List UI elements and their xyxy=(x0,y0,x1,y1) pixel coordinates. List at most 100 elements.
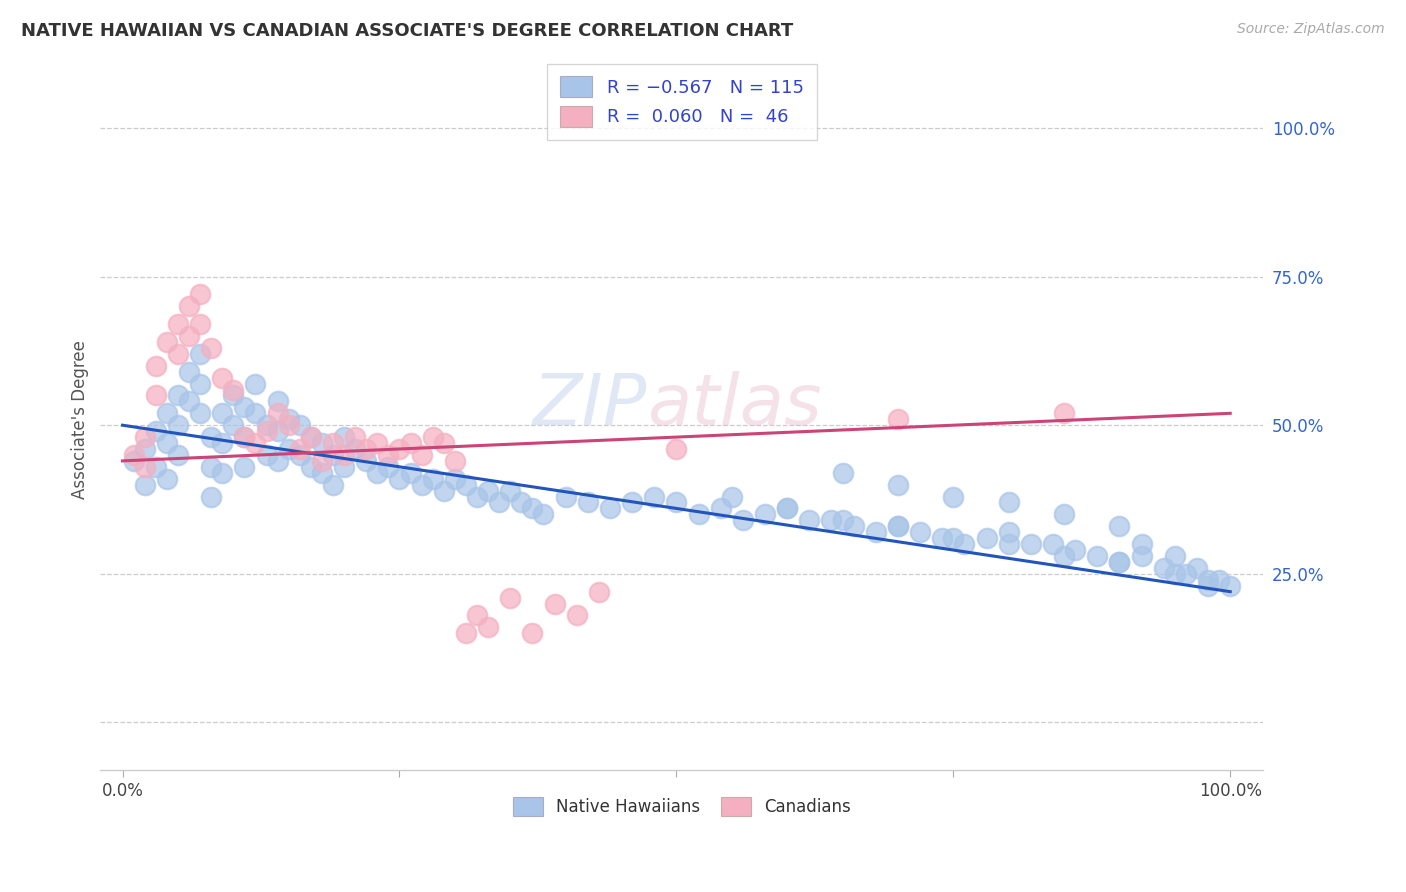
Point xyxy=(344,442,367,456)
Point xyxy=(1197,579,1219,593)
Point xyxy=(354,442,377,456)
Point xyxy=(256,418,278,433)
Point xyxy=(145,459,167,474)
Point xyxy=(422,472,444,486)
Text: ZIP: ZIP xyxy=(533,371,647,440)
Point xyxy=(1108,555,1130,569)
Point xyxy=(266,424,288,438)
Point xyxy=(366,466,388,480)
Point xyxy=(533,508,555,522)
Point xyxy=(1185,561,1208,575)
Point xyxy=(211,370,233,384)
Point xyxy=(288,448,311,462)
Point xyxy=(311,466,333,480)
Point xyxy=(200,341,222,355)
Point xyxy=(731,513,754,527)
Point xyxy=(245,406,267,420)
Point xyxy=(200,459,222,474)
Point xyxy=(554,490,576,504)
Point xyxy=(1053,549,1076,563)
Point xyxy=(1042,537,1064,551)
Point xyxy=(887,412,910,426)
Point xyxy=(156,406,179,420)
Point xyxy=(299,459,322,474)
Point xyxy=(887,519,910,533)
Point xyxy=(322,477,344,491)
Point xyxy=(145,424,167,438)
Point xyxy=(299,430,322,444)
Point xyxy=(1130,549,1153,563)
Point xyxy=(953,537,976,551)
Point xyxy=(499,483,522,498)
Point xyxy=(145,388,167,402)
Text: atlas: atlas xyxy=(647,371,821,440)
Point xyxy=(1085,549,1108,563)
Point xyxy=(433,483,456,498)
Point xyxy=(188,406,211,420)
Point xyxy=(799,513,821,527)
Point xyxy=(222,418,245,433)
Point xyxy=(167,388,190,402)
Point xyxy=(366,436,388,450)
Point xyxy=(997,525,1019,540)
Y-axis label: Associate's Degree: Associate's Degree xyxy=(72,340,89,499)
Point xyxy=(245,376,267,391)
Point xyxy=(1164,566,1187,581)
Point xyxy=(433,436,456,450)
Point xyxy=(266,406,288,420)
Point xyxy=(333,430,356,444)
Point xyxy=(976,531,998,545)
Point xyxy=(1164,549,1187,563)
Point xyxy=(908,525,931,540)
Point xyxy=(1108,555,1130,569)
Point xyxy=(887,519,910,533)
Point xyxy=(333,448,356,462)
Point xyxy=(188,347,211,361)
Point xyxy=(188,287,211,301)
Point xyxy=(887,477,910,491)
Legend: Native Hawaiians, Canadians: Native Hawaiians, Canadians xyxy=(505,789,859,825)
Point xyxy=(643,490,665,504)
Text: Source: ZipAtlas.com: Source: ZipAtlas.com xyxy=(1237,22,1385,37)
Point xyxy=(599,501,621,516)
Point xyxy=(576,495,599,509)
Point xyxy=(388,472,411,486)
Point xyxy=(621,495,644,509)
Point xyxy=(177,299,200,313)
Point xyxy=(720,490,742,504)
Point xyxy=(776,501,799,516)
Point xyxy=(1208,573,1230,587)
Point xyxy=(134,430,156,444)
Point xyxy=(156,472,179,486)
Point xyxy=(277,412,299,426)
Point xyxy=(134,477,156,491)
Point xyxy=(510,495,533,509)
Point xyxy=(177,329,200,343)
Point xyxy=(222,383,245,397)
Point xyxy=(931,531,953,545)
Point xyxy=(233,430,256,444)
Point xyxy=(411,448,433,462)
Point xyxy=(865,525,887,540)
Point xyxy=(443,472,465,486)
Point xyxy=(399,466,422,480)
Point xyxy=(1064,543,1087,558)
Point xyxy=(211,406,233,420)
Point xyxy=(522,626,544,640)
Point xyxy=(465,608,488,623)
Point xyxy=(522,501,544,516)
Point xyxy=(477,620,499,634)
Point xyxy=(754,508,776,522)
Point xyxy=(200,490,222,504)
Point xyxy=(454,626,477,640)
Point xyxy=(388,442,411,456)
Point xyxy=(1130,537,1153,551)
Point xyxy=(156,334,179,349)
Point xyxy=(377,459,399,474)
Point xyxy=(167,448,190,462)
Point xyxy=(588,584,610,599)
Point xyxy=(322,448,344,462)
Point xyxy=(411,477,433,491)
Point xyxy=(233,430,256,444)
Point xyxy=(122,448,145,462)
